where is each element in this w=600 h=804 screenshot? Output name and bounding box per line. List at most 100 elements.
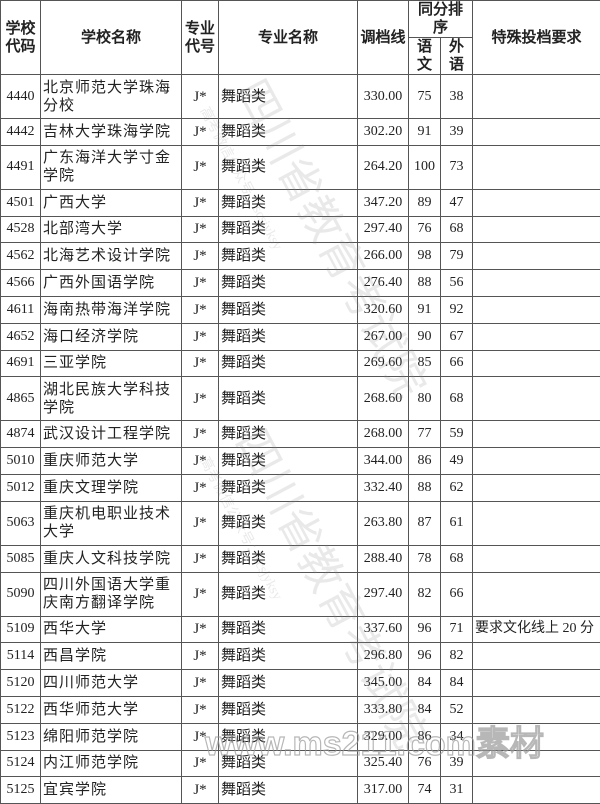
cell-school-name: 重庆机电职业技术大学 [41,501,182,545]
cell-cutoff-score: 269.60 [358,350,409,377]
cell-special-requirement [473,75,600,119]
cell-chinese-rank: 98 [409,243,441,270]
cell-school-code: 5125 [1,777,41,804]
cell-foreign-rank: 39 [441,119,473,146]
cell-school-code: 5124 [1,750,41,777]
cell-foreign-rank: 56 [441,270,473,297]
cell-school-code: 4528 [1,216,41,243]
cell-major-code: J* [182,296,219,323]
cell-major-code: J* [182,545,219,572]
cell-special-requirement [473,572,600,616]
cell-school-code: 5010 [1,448,41,475]
cell-foreign-rank: 92 [441,296,473,323]
cell-chinese-rank: 84 [409,670,441,697]
cell-foreign-rank: 84 [441,670,473,697]
cell-major-code: J* [182,777,219,804]
cell-foreign-rank: 66 [441,350,473,377]
cell-major-code: J* [182,270,219,297]
cell-major-name: 舞蹈类 [219,572,358,616]
cell-major-name: 舞蹈类 [219,616,358,643]
cell-chinese-rank: 91 [409,296,441,323]
cell-major-name: 舞蹈类 [219,119,358,146]
cell-major-name: 舞蹈类 [219,696,358,723]
cell-foreign-rank: 79 [441,243,473,270]
cell-school-name: 广西大学 [41,189,182,216]
cell-chinese-rank: 87 [409,501,441,545]
cell-school-name: 四川师范大学 [41,670,182,697]
cell-school-name: 西华师范大学 [41,696,182,723]
header-school-name: 学校名称 [41,1,182,75]
cell-school-code: 5123 [1,723,41,750]
cell-major-name: 舞蹈类 [219,350,358,377]
cell-school-name: 海南热带海洋学院 [41,296,182,323]
cell-school-code: 4442 [1,119,41,146]
cell-school-code: 5090 [1,572,41,616]
cell-major-name: 舞蹈类 [219,323,358,350]
cell-special-requirement [473,421,600,448]
cell-school-code: 4562 [1,243,41,270]
cell-cutoff-score: 288.40 [358,545,409,572]
cell-chinese-rank: 82 [409,572,441,616]
header-major-code: 专业代号 [182,1,219,75]
cell-major-name: 舞蹈类 [219,377,358,421]
cell-chinese-rank: 90 [409,323,441,350]
cell-special-requirement [473,145,600,189]
cell-chinese-rank: 88 [409,474,441,501]
cell-cutoff-score: 345.00 [358,670,409,697]
cell-special-requirement [473,323,600,350]
cell-school-code: 4691 [1,350,41,377]
cell-special-requirement [473,501,600,545]
cell-school-name: 广西外国语学院 [41,270,182,297]
cell-school-name: 四川外国语大学重庆南方翻译学院 [41,572,182,616]
header-chinese: 语文 [409,38,441,75]
cell-cutoff-score: 317.00 [358,777,409,804]
cell-chinese-rank: 78 [409,545,441,572]
cell-chinese-rank: 86 [409,448,441,475]
cell-major-code: J* [182,696,219,723]
cell-school-code: 4501 [1,189,41,216]
cell-special-requirement [473,750,600,777]
cell-cutoff-score: 329.00 [358,723,409,750]
cell-special-requirement [473,474,600,501]
cell-school-code: 5063 [1,501,41,545]
cell-foreign-rank: 39 [441,750,473,777]
cell-school-name: 西昌学院 [41,643,182,670]
cell-school-code: 4874 [1,421,41,448]
header-school-code: 学校代码 [1,1,41,75]
header-foreign: 外语 [441,38,473,75]
cell-chinese-rank: 77 [409,421,441,448]
cell-school-code: 5120 [1,670,41,697]
cell-chinese-rank: 76 [409,750,441,777]
cell-special-requirement [473,270,600,297]
cell-cutoff-score: 347.20 [358,189,409,216]
cell-school-name: 重庆人文科技学院 [41,545,182,572]
cell-cutoff-score: 333.80 [358,696,409,723]
cell-major-code: J* [182,350,219,377]
cell-school-name: 北海艺术设计学院 [41,243,182,270]
cell-major-name: 舞蹈类 [219,723,358,750]
header-tie-rank: 同分排序 [409,1,473,38]
header-special: 特殊投档要求 [473,1,600,75]
header-major-name: 专业名称 [219,1,358,75]
cell-school-code: 4440 [1,75,41,119]
cell-major-code: J* [182,323,219,350]
cell-cutoff-score: 268.60 [358,377,409,421]
cell-cutoff-score: 320.60 [358,296,409,323]
cell-chinese-rank: 85 [409,350,441,377]
cell-major-code: J* [182,616,219,643]
cell-cutoff-score: 267.00 [358,323,409,350]
cell-major-code: J* [182,189,219,216]
cell-chinese-rank: 86 [409,723,441,750]
